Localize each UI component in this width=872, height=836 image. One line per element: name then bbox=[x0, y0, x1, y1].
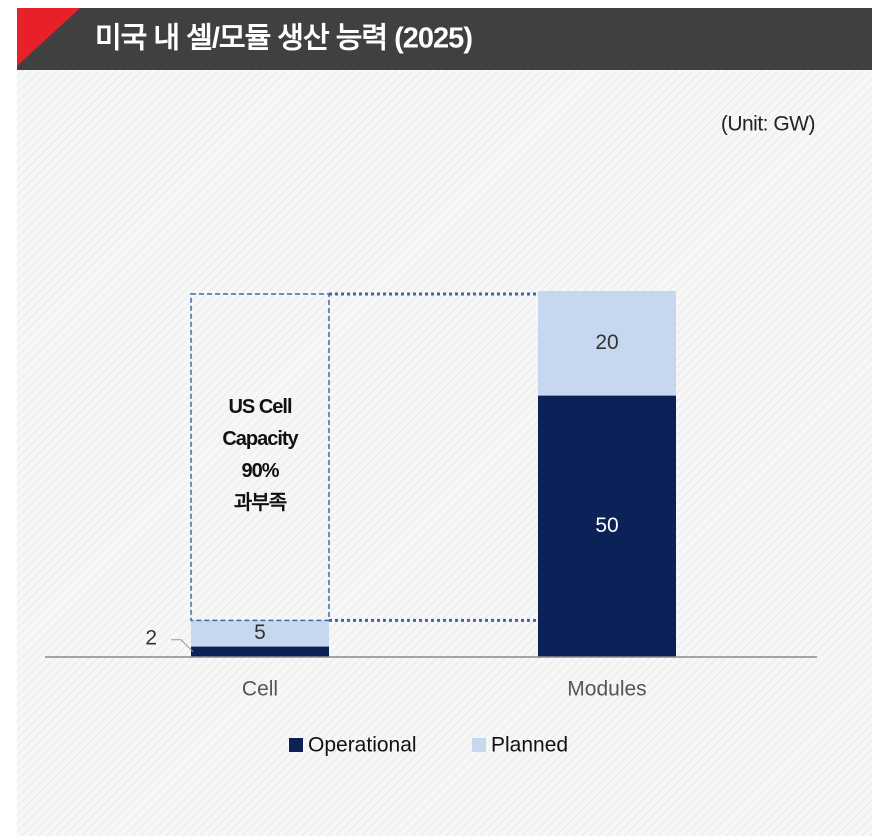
bar-segment bbox=[538, 291, 676, 396]
value-label: 20 bbox=[595, 331, 618, 354]
legend-swatch bbox=[472, 738, 486, 752]
unit-label: (Unit: GW) bbox=[721, 113, 815, 136]
bar-segment bbox=[191, 646, 329, 657]
value-label: 5 bbox=[254, 621, 266, 644]
annotation: 90% bbox=[241, 460, 279, 482]
legend-label: Operational bbox=[308, 734, 417, 757]
bar-segment bbox=[191, 620, 329, 647]
x-tick-label: Cell bbox=[242, 678, 278, 701]
legend-swatch bbox=[289, 738, 303, 752]
label-leader bbox=[171, 639, 194, 653]
value-label: 50 bbox=[595, 514, 618, 537]
title-bar bbox=[17, 8, 872, 70]
annotation: 과부족 bbox=[234, 491, 287, 514]
legend-label: Planned bbox=[491, 734, 568, 757]
annotation: US Cell bbox=[228, 396, 291, 418]
x-tick-label: Modules bbox=[567, 678, 646, 701]
title-accent bbox=[17, 8, 80, 66]
value-label: 2 bbox=[145, 626, 157, 649]
annotation: Capacity bbox=[222, 428, 299, 450]
bar-segment bbox=[538, 395, 676, 657]
chart-title: 미국 내 셀/모듈 생산 능력 (2025) bbox=[95, 22, 472, 55]
gap-box bbox=[190, 293, 330, 622]
background bbox=[17, 70, 872, 836]
